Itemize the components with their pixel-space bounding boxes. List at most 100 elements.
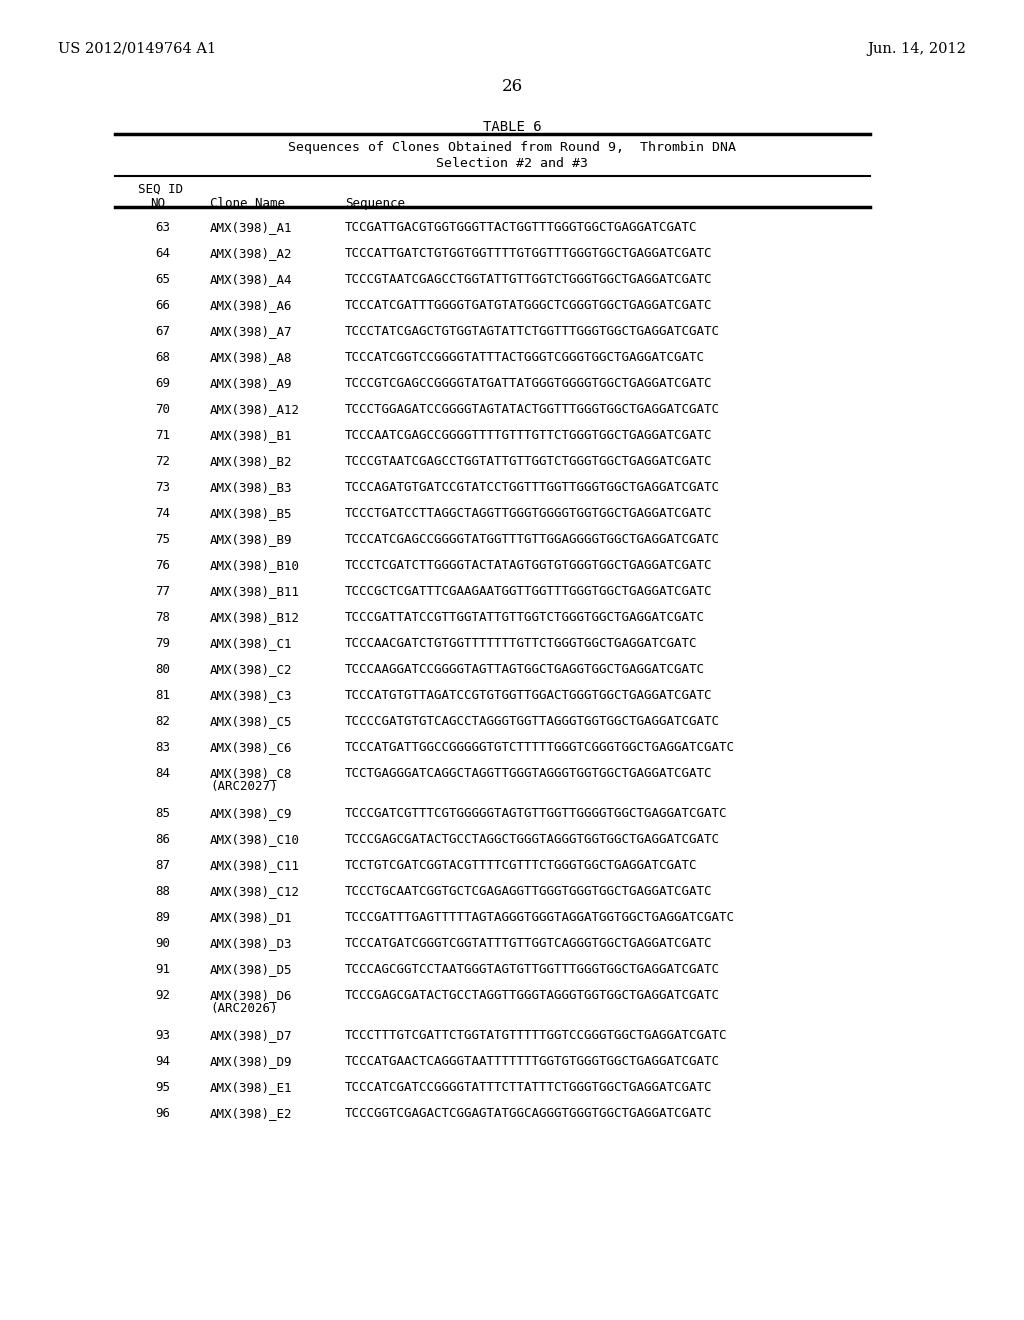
Text: AMX(398)_E1: AMX(398)_E1 bbox=[210, 1081, 293, 1094]
Text: TCCCAACGATCTGTGGTTTTTTTGTTCTGGGTGGCTGAGGATCGATC: TCCCAACGATCTGTGGTTTTTTTGTTCTGGGTGGCTGAGG… bbox=[345, 638, 697, 649]
Text: AMX(398)_B2: AMX(398)_B2 bbox=[210, 455, 293, 469]
Text: TCCCTGATCCTTAGGCTAGGTTGGGTGGGGTGGTGGCTGAGGATCGATC: TCCCTGATCCTTAGGCTAGGTTGGGTGGGGTGGTGGCTGA… bbox=[345, 507, 713, 520]
Text: 95: 95 bbox=[155, 1081, 170, 1094]
Text: 89: 89 bbox=[155, 911, 170, 924]
Text: TCCCAAGGATCCGGGGTAGTTAGTGGCTGAGGTGGCTGAGGATCGATC: TCCCAAGGATCCGGGGTAGTTAGTGGCTGAGGTGGCTGAG… bbox=[345, 663, 705, 676]
Text: AMX(398)_C2: AMX(398)_C2 bbox=[210, 663, 293, 676]
Text: AMX(398)_A12: AMX(398)_A12 bbox=[210, 403, 300, 416]
Text: TCCCATCGGTCCGGGGTATTTACTGGGTCGGGTGGCTGAGGATCGATC: TCCCATCGGTCCGGGGTATTTACTGGGTCGGGTGGCTGAG… bbox=[345, 351, 705, 364]
Text: AMX(398)_B10: AMX(398)_B10 bbox=[210, 558, 300, 572]
Text: 75: 75 bbox=[155, 533, 170, 546]
Text: AMX(398)_D7: AMX(398)_D7 bbox=[210, 1030, 293, 1041]
Text: AMX(398)_C5: AMX(398)_C5 bbox=[210, 715, 293, 729]
Text: AMX(398)_E2: AMX(398)_E2 bbox=[210, 1107, 293, 1119]
Text: 78: 78 bbox=[155, 611, 170, 624]
Text: 84: 84 bbox=[155, 767, 170, 780]
Text: AMX(398)_A4: AMX(398)_A4 bbox=[210, 273, 293, 286]
Text: 79: 79 bbox=[155, 638, 170, 649]
Text: AMX(398)_B11: AMX(398)_B11 bbox=[210, 585, 300, 598]
Text: 83: 83 bbox=[155, 741, 170, 754]
Text: US 2012/0149764 A1: US 2012/0149764 A1 bbox=[58, 42, 216, 55]
Text: TCCCATTGATCTGTGGTGGTTTTGTGGTTTGGGTGGCTGAGGATCGATC: TCCCATTGATCTGTGGTGGTTTTGTGGTTTGGGTGGCTGA… bbox=[345, 247, 713, 260]
Text: 91: 91 bbox=[155, 964, 170, 975]
Text: 90: 90 bbox=[155, 937, 170, 950]
Text: 76: 76 bbox=[155, 558, 170, 572]
Text: TCCCGTCGAGCCGGGGTATGATTATGGGTGGGGTGGCTGAGGATCGATC: TCCCGTCGAGCCGGGGTATGATTATGGGTGGGGTGGCTGA… bbox=[345, 378, 713, 389]
Text: 67: 67 bbox=[155, 325, 170, 338]
Text: 92: 92 bbox=[155, 989, 170, 1002]
Text: TCCCATGAACTCAGGGTAATTTTTTTGGTGTGGGTGGCTGAGGATCGATC: TCCCATGAACTCAGGGTAATTTTTTTGGTGTGGGTGGCTG… bbox=[345, 1055, 720, 1068]
Text: 64: 64 bbox=[155, 247, 170, 260]
Text: AMX(398)_C8: AMX(398)_C8 bbox=[210, 767, 293, 780]
Text: 73: 73 bbox=[155, 480, 170, 494]
Text: 71: 71 bbox=[155, 429, 170, 442]
Text: AMX(398)_A6: AMX(398)_A6 bbox=[210, 300, 293, 312]
Text: 26: 26 bbox=[502, 78, 522, 95]
Text: 77: 77 bbox=[155, 585, 170, 598]
Text: TCCCAGATGTGATCCGTATCCTGGTTTGGTTGGGTGGCTGAGGATCGATC: TCCCAGATGTGATCCGTATCCTGGTTTGGTTGGGTGGCTG… bbox=[345, 480, 720, 494]
Text: TCCCCGATGTGTCAGCCTAGGGTGGTTAGGGTGGTGGCTGAGGATCGATC: TCCCCGATGTGTCAGCCTAGGGTGGTTAGGGTGGTGGCTG… bbox=[345, 715, 720, 729]
Text: TCCCGATTATCCGTTGGTATTGTTGGTCTGGGTGGCTGAGGATCGATC: TCCCGATTATCCGTTGGTATTGTTGGTCTGGGTGGCTGAG… bbox=[345, 611, 705, 624]
Text: TCCTGAGGGATCAGGCTAGGTTGGGTAGGGTGGTGGCTGAGGATCGATC: TCCTGAGGGATCAGGCTAGGTTGGGTAGGGTGGTGGCTGA… bbox=[345, 767, 713, 780]
Text: TCCCATCGATCCGGGGTATTTCTTATTTCTGGGTGGCTGAGGATCGATC: TCCCATCGATCCGGGGTATTTCTTATTTCTGGGTGGCTGA… bbox=[345, 1081, 713, 1094]
Text: AMX(398)_A8: AMX(398)_A8 bbox=[210, 351, 293, 364]
Text: 82: 82 bbox=[155, 715, 170, 729]
Text: TCCCATGATTGGCCGGGGGTGTCTTTTTGGGTCGGGTGGCTGAGGATCGATC: TCCCATGATTGGCCGGGGGTGTCTTTTTGGGTCGGGTGGC… bbox=[345, 741, 735, 754]
Text: SEQ ID: SEQ ID bbox=[138, 183, 183, 195]
Text: AMX(398)_C1: AMX(398)_C1 bbox=[210, 638, 293, 649]
Text: AMX(398)_B9: AMX(398)_B9 bbox=[210, 533, 293, 546]
Text: 70: 70 bbox=[155, 403, 170, 416]
Text: TCCCAGCGGTCCTAATGGGTAGTGTTGGTTTGGGTGGCTGAGGATCGATC: TCCCAGCGGTCCTAATGGGTAGTGTTGGTTTGGGTGGCTG… bbox=[345, 964, 720, 975]
Text: TCCCATCGATTTGGGGTGATGTATGGGCTCGGGTGGCTGAGGATCGATC: TCCCATCGATTTGGGGTGATGTATGGGCTCGGGTGGCTGA… bbox=[345, 300, 713, 312]
Text: 88: 88 bbox=[155, 884, 170, 898]
Text: (ARC2026): (ARC2026) bbox=[210, 1002, 278, 1015]
Text: TCCCGAGCGATACTGCCTAGGTTGGGTAGGGTGGTGGCTGAGGATCGATC: TCCCGAGCGATACTGCCTAGGTTGGGTAGGGTGGTGGCTG… bbox=[345, 989, 720, 1002]
Text: TCCCATCGAGCCGGGGTATGGTTTGTTGGAGGGGTGGCTGAGGATCGATC: TCCCATCGAGCCGGGGTATGGTTTGTTGGAGGGGTGGCTG… bbox=[345, 533, 720, 546]
Text: AMX(398)_D1: AMX(398)_D1 bbox=[210, 911, 293, 924]
Text: 63: 63 bbox=[155, 220, 170, 234]
Text: TABLE 6: TABLE 6 bbox=[482, 120, 542, 135]
Text: 66: 66 bbox=[155, 300, 170, 312]
Text: AMX(398)_B1: AMX(398)_B1 bbox=[210, 429, 293, 442]
Text: AMX(398)_D6: AMX(398)_D6 bbox=[210, 989, 293, 1002]
Text: TCCCGCTCGATTTCGAAGAATGGTTGGTTTGGGTGGCTGAGGATCGATC: TCCCGCTCGATTTCGAAGAATGGTTGGTTTGGGTGGCTGA… bbox=[345, 585, 713, 598]
Text: AMX(398)_A7: AMX(398)_A7 bbox=[210, 325, 293, 338]
Text: TCCCGATTTGAGTTTTTAGTAGGGTGGGTAGGATGGTGGCTGAGGATCGATC: TCCCGATTTGAGTTTTTAGTAGGGTGGGTAGGATGGTGGC… bbox=[345, 911, 735, 924]
Text: Jun. 14, 2012: Jun. 14, 2012 bbox=[867, 42, 966, 55]
Text: TCCCTATCGAGCTGTGGTAGTATTCTGGTTTGGGTGGCTGAGGATCGATC: TCCCTATCGAGCTGTGGTAGTATTCTGGTTTGGGTGGCTG… bbox=[345, 325, 720, 338]
Text: TCCCGTAATCGAGCCTGGTATTGTTGGTCTGGGTGGCTGAGGATCGATC: TCCCGTAATCGAGCCTGGTATTGTTGGTCTGGGTGGCTGA… bbox=[345, 455, 713, 469]
Text: TCCCTCGATCTTGGGGTACTATAGTGGTGTGGGTGGCTGAGGATCGATC: TCCCTCGATCTTGGGGTACTATAGTGGTGTGGGTGGCTGA… bbox=[345, 558, 713, 572]
Text: TCCCAATCGAGCCGGGGTTTTGTTTGTTCTGGGTGGCTGAGGATCGATC: TCCCAATCGAGCCGGGGTTTTGTTTGTTCTGGGTGGCTGA… bbox=[345, 429, 713, 442]
Text: AMX(398)_C12: AMX(398)_C12 bbox=[210, 884, 300, 898]
Text: AMX(398)_A1: AMX(398)_A1 bbox=[210, 220, 293, 234]
Text: 74: 74 bbox=[155, 507, 170, 520]
Text: (ARC2027): (ARC2027) bbox=[210, 780, 278, 793]
Text: TCCCTGGAGATCCGGGGTAGTATACTGGTTTGGGTGGCTGAGGATCGATC: TCCCTGGAGATCCGGGGTAGTATACTGGTTTGGGTGGCTG… bbox=[345, 403, 720, 416]
Text: Sequence: Sequence bbox=[345, 197, 406, 210]
Text: TCCCGAGCGATACTGCCTAGGCTGGGTAGGGTGGTGGCTGAGGATCGATC: TCCCGAGCGATACTGCCTAGGCTGGGTAGGGTGGTGGCTG… bbox=[345, 833, 720, 846]
Text: TCCCGATCGTTTCGTGGGGGTAGTGTTGGTTGGGGTGGCTGAGGATCGATC: TCCCGATCGTTTCGTGGGGGTAGTGTTGGTTGGGGTGGCT… bbox=[345, 807, 727, 820]
Text: 65: 65 bbox=[155, 273, 170, 286]
Text: AMX(398)_C6: AMX(398)_C6 bbox=[210, 741, 293, 754]
Text: AMX(398)_A2: AMX(398)_A2 bbox=[210, 247, 293, 260]
Text: TCCTGTCGATCGGTACGTTTTCGTTTCTGGGTGGCTGAGGATCGATC: TCCTGTCGATCGGTACGTTTTCGTTTCTGGGTGGCTGAGG… bbox=[345, 859, 697, 873]
Text: Sequences of Clones Obtained from Round 9,  Thrombin DNA: Sequences of Clones Obtained from Round … bbox=[288, 141, 736, 154]
Text: TCCCGTAATCGAGCCTGGTATTGTTGGTCTGGGTGGCTGAGGATCGATC: TCCCGTAATCGAGCCTGGTATTGTTGGTCTGGGTGGCTGA… bbox=[345, 273, 713, 286]
Text: Clone Name: Clone Name bbox=[210, 197, 285, 210]
Text: 94: 94 bbox=[155, 1055, 170, 1068]
Text: 72: 72 bbox=[155, 455, 170, 469]
Text: TCCGATTGACGTGGTGGGTTACTGGTTTGGGTGGCTGAGGATCGATC: TCCGATTGACGTGGTGGGTTACTGGTTTGGGTGGCTGAGG… bbox=[345, 220, 697, 234]
Text: AMX(398)_C3: AMX(398)_C3 bbox=[210, 689, 293, 702]
Text: 96: 96 bbox=[155, 1107, 170, 1119]
Text: AMX(398)_D9: AMX(398)_D9 bbox=[210, 1055, 293, 1068]
Text: 86: 86 bbox=[155, 833, 170, 846]
Text: AMX(398)_B3: AMX(398)_B3 bbox=[210, 480, 293, 494]
Text: TCCCATGTGTTAGATCCGTGTGGTTGGACTGGGTGGCTGAGGATCGATC: TCCCATGTGTTAGATCCGTGTGGTTGGACTGGGTGGCTGA… bbox=[345, 689, 713, 702]
Text: Selection #2 and #3: Selection #2 and #3 bbox=[436, 157, 588, 170]
Text: 80: 80 bbox=[155, 663, 170, 676]
Text: 69: 69 bbox=[155, 378, 170, 389]
Text: 87: 87 bbox=[155, 859, 170, 873]
Text: AMX(398)_B5: AMX(398)_B5 bbox=[210, 507, 293, 520]
Text: TCCCGGTCGAGACTCGGAGTATGGCAGGGTGGGTGGCTGAGGATCGATC: TCCCGGTCGAGACTCGGAGTATGGCAGGGTGGGTGGCTGA… bbox=[345, 1107, 713, 1119]
Text: TCCCATGATCGGGTCGGTATTTGTTGGTCAGGGTGGCTGAGGATCGATC: TCCCATGATCGGGTCGGTATTTGTTGGTCAGGGTGGCTGA… bbox=[345, 937, 713, 950]
